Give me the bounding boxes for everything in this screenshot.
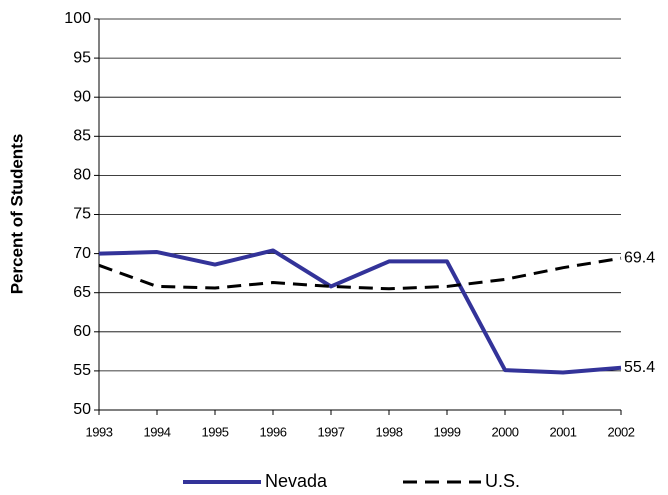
- x-tick-label: 1995: [202, 424, 229, 439]
- y-tick-label: 55: [73, 362, 91, 379]
- y-axis-title: Percent of Students: [7, 134, 26, 295]
- y-tick-label: 95: [73, 49, 91, 66]
- x-tick-label: 2000: [492, 424, 519, 439]
- legend-label: U.S.: [485, 471, 520, 491]
- data-label: 55.4: [624, 359, 655, 376]
- x-tick-label: 1994: [144, 424, 171, 439]
- y-tick-label: 90: [73, 88, 91, 105]
- x-tick-label: 1996: [260, 424, 287, 439]
- y-tick-label: 50: [73, 401, 91, 418]
- y-tick-label: 85: [73, 128, 91, 145]
- series-line: [98, 256, 622, 291]
- x-tick-label: 1993: [86, 424, 113, 439]
- data-label: 69.4: [624, 250, 655, 267]
- y-tick-label: 75: [73, 206, 91, 223]
- y-tick-label: 65: [73, 284, 91, 301]
- y-tick-label: 60: [73, 323, 91, 340]
- y-tick-label: 80: [73, 167, 91, 184]
- legend-label: Nevada: [265, 471, 328, 491]
- x-tick-label: 1999: [434, 424, 461, 439]
- x-tick-label: 2002: [608, 424, 635, 439]
- x-tick-label: 2001: [550, 424, 577, 439]
- y-tick-label: 100: [64, 10, 91, 27]
- x-tick-label: 1997: [318, 424, 345, 439]
- x-tick-label: 1998: [376, 424, 403, 439]
- series-line: [98, 248, 622, 375]
- y-tick-label: 70: [73, 245, 91, 262]
